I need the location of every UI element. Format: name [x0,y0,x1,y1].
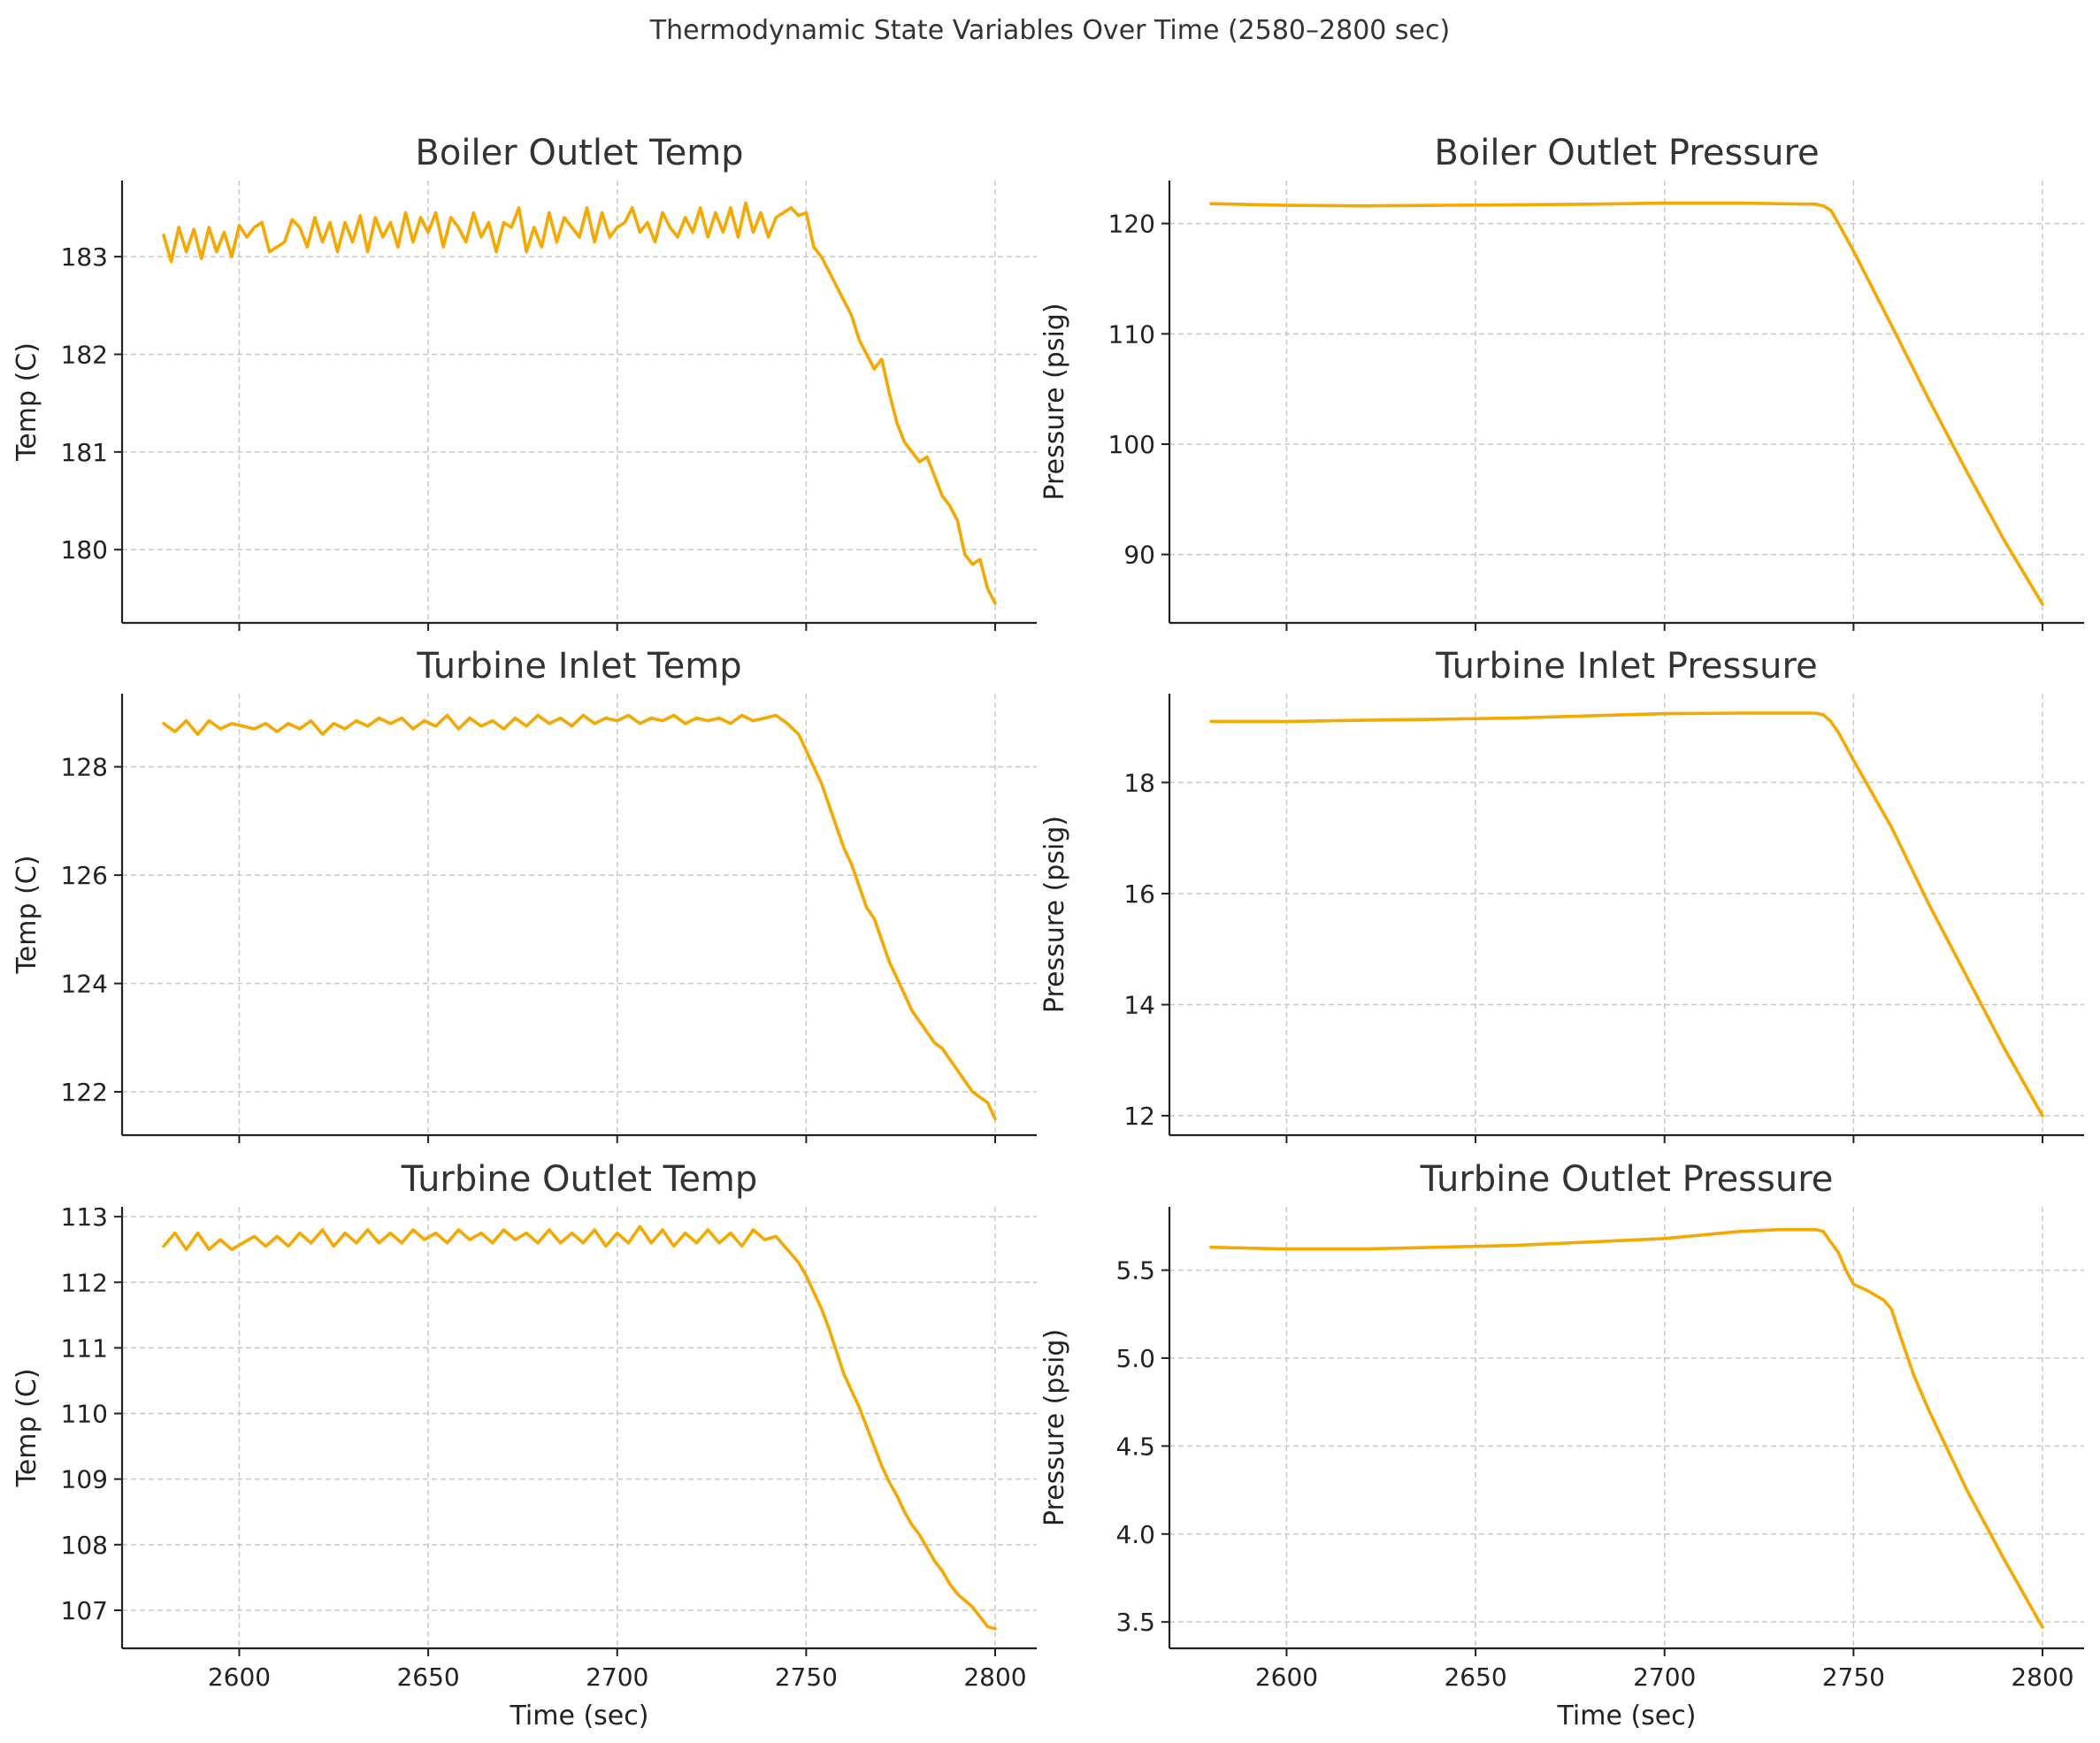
chart-2-ytick-label-2: 126 [61,861,108,890]
chart-2-series-line-0 [162,713,997,1121]
chart-3-ytick-label-1: 14 [1123,990,1155,1019]
chart-4-ytick-label-0: 107 [61,1596,108,1625]
chart-4-ytick-label-6: 113 [61,1202,108,1232]
chart-5-series-line-0 [1209,1228,2044,1629]
chart-5-xtick-label-1: 2650 [1444,1662,1506,1692]
chart-5-ytick-label-1: 4.0 [1115,1520,1155,1549]
chart-4-xtick-label-0: 2600 [208,1662,271,1692]
chart-4-panel: 2600 2650 2700 2750 2800 107 108 109 110 111 112 11… [11,1159,1037,1731]
chart-4-title: Turbine Outlet Temp [401,1159,758,1200]
chart-0-title: Boiler Outlet Temp [415,133,743,173]
chart-2-ytick-label-1: 124 [61,970,108,999]
chart-4-xtick-label-4: 2800 [963,1662,1026,1692]
chart-3-ytick-label-2: 16 [1123,879,1155,909]
chart-4-ytick-label-4: 111 [61,1333,108,1363]
chart-2-title: Turbine Inlet Temp [416,646,741,687]
chart-2-ytick-label-3: 128 [61,753,108,782]
chart-3-series-line-0 [1209,711,2044,1117]
chart-0-panel: 180 181 182 183 Boiler Outlet Temp Temp (C) [11,133,1037,631]
chart-4-xtick-label-3: 2750 [775,1662,838,1692]
chart-4-ytick-label-1: 108 [61,1531,108,1560]
chart-5-ytick-label-0: 3.5 [1115,1608,1155,1637]
chart-2-ytick-label-0: 122 [61,1078,108,1107]
chart-3-title: Turbine Inlet Pressure [1435,646,1817,687]
chart-0-ytick-label-0: 180 [61,535,108,564]
chart-5-ytick-label-2: 4.5 [1115,1432,1155,1461]
chart-5-xtick-label-0: 2600 [1255,1662,1318,1692]
figure-suptitle: Thermodynamic State Variables Over Time … [649,15,1450,46]
chart-1-ytick-label-2: 110 [1108,319,1155,349]
chart-1-title: Boiler Outlet Pressure [1434,133,1819,173]
chart-3-ytick-label-3: 18 [1123,768,1155,797]
chart-5-ytick-label-4: 5.5 [1115,1256,1155,1286]
chart-4-ytick-label-5: 112 [61,1268,108,1297]
chart-5-panel: 2600 2650 2700 2750 2800 3.5 4.0 4.5 5.0 5.5 Turbi… [1039,1159,2084,1731]
chart-5-xtick-label-3: 2750 [1822,1662,1885,1692]
chart-4-xtick-label-1: 2650 [396,1662,459,1692]
chart-3-ylabel: Pressure (psig) [1039,816,1070,1013]
chart-4-xtick-label-2: 2700 [586,1662,648,1692]
chart-2-panel: 122 124 126 128 Turbine Inlet Temp Temp (C) [11,646,1037,1143]
chart-1-ytick-label-3: 120 [1108,210,1155,239]
chart-5-ylabel: Pressure (psig) [1039,1329,1070,1526]
chart-3-ytick-label-0: 12 [1123,1102,1155,1131]
chart-1-ytick-label-0: 90 [1123,541,1155,570]
chart-0-series-line-0 [162,201,997,605]
chart-5-xlabel: Time (sec) [1557,1701,1697,1731]
chart-2-ylabel: Temp (C) [11,856,42,975]
chart-5-title: Turbine Outlet Pressure [1420,1159,1834,1200]
chart-1-ytick-label-1: 100 [1108,430,1155,459]
chart-0-ytick-label-3: 183 [61,242,108,272]
subplot-grid: 180 181 182 183 Boiler Outlet Temp Temp (C) 90… [11,133,2084,1731]
chart-4-series-line-0 [162,1225,997,1631]
chart-0-ylabel: Temp (C) [11,342,42,462]
chart-5-xtick-label-2: 2700 [1633,1662,1696,1692]
chart-5-ytick-label-3: 5.0 [1115,1344,1155,1373]
chart-4-ytick-label-2: 109 [61,1465,108,1494]
chart-4-ylabel: Temp (C) [11,1369,42,1488]
chart-5-xtick-label-4: 2800 [2011,1662,2073,1692]
chart-1-panel: 90 100 110 120 Boiler Outlet Pressure Pressur… [1039,133,2084,631]
chart-4-ytick-label-3: 110 [61,1400,108,1429]
chart-4-xlabel: Time (sec) [510,1701,649,1731]
chart-1-series-line-0 [1209,201,2044,606]
chart-0-ytick-label-2: 182 [61,340,108,369]
chart-0-ytick-label-1: 181 [61,438,108,467]
chart-3-panel: 12 14 16 18 Turbine Inlet Pressure Pressure (… [1039,646,2084,1143]
chart-1-ylabel: Pressure (psig) [1039,303,1070,500]
